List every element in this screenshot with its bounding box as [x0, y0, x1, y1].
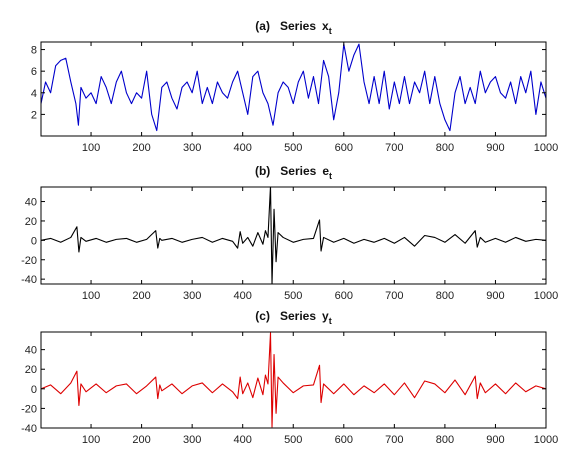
x-tick-label: 1000 [534, 434, 558, 446]
title-subscript: t [329, 316, 332, 326]
x-tick-label: 900 [486, 142, 504, 154]
y-tick-label: -40 [21, 423, 37, 435]
x-tick-label: 1000 [534, 142, 558, 154]
x-tick-label: 300 [183, 290, 201, 302]
x-tick-label: 800 [436, 290, 454, 302]
x-tick-label: 200 [132, 290, 150, 302]
title-var: x [322, 19, 329, 33]
x-tick-label: 500 [284, 290, 302, 302]
axes-box [40, 331, 547, 429]
axes-box [40, 186, 547, 285]
x-tick-label: 400 [234, 142, 252, 154]
y-tick-label: -20 [21, 255, 37, 267]
title-text: Series [280, 19, 316, 33]
x-tick-label: 200 [132, 142, 150, 154]
x-tick-label: 500 [284, 434, 302, 446]
x-tick-label: 800 [436, 434, 454, 446]
title-var: e [322, 164, 329, 178]
x-tick-label: 200 [132, 434, 150, 446]
series-line-a [41, 43, 546, 132]
x-tick-label: 100 [82, 142, 100, 154]
x-tick-label: 600 [335, 434, 353, 446]
x-tick-label: 700 [385, 434, 403, 446]
x-tick-label: 900 [486, 434, 504, 446]
y-tick-label: -20 [21, 403, 37, 415]
title-prefix: (b) [255, 164, 270, 178]
y-tick-label: 6 [31, 66, 37, 78]
x-tick-label: 600 [335, 142, 353, 154]
x-tick-label: 900 [486, 290, 504, 302]
x-tick-label: 800 [436, 142, 454, 154]
panel-c-title: (c) Series yt [255, 309, 331, 326]
y-tick-label: 20 [25, 216, 37, 228]
x-tick-label: 300 [183, 142, 201, 154]
title-prefix: (a) [255, 19, 270, 33]
title-prefix: (c) [255, 309, 270, 323]
y-tick-label: 8 [31, 45, 37, 57]
y-tick-label: 2 [31, 109, 37, 121]
y-tick-label: 0 [31, 384, 37, 396]
y-tick-label: 20 [25, 364, 37, 376]
x-tick-label: 400 [234, 290, 252, 302]
y-tick-label: 0 [31, 235, 37, 247]
x-tick-label: 100 [82, 290, 100, 302]
panel-b-title: (b) Series et [255, 164, 332, 181]
title-text: Series [280, 164, 316, 178]
title-text: Series [280, 309, 316, 323]
y-tick-label: 40 [25, 345, 37, 357]
title-subscript: t [329, 171, 332, 181]
y-tick-label: 40 [25, 197, 37, 209]
x-tick-label: 300 [183, 434, 201, 446]
x-tick-label: 700 [385, 290, 403, 302]
x-tick-label: 1000 [534, 290, 558, 302]
y-tick-label: -40 [21, 274, 37, 286]
series-line-b [41, 187, 546, 284]
x-tick-label: 600 [335, 290, 353, 302]
panel-a: (a) Series xt 100 200 300 400 500 600 700 800 900 10… [31, 19, 558, 154]
series-line-c [41, 332, 546, 428]
panel-a-title: (a) Series xt [255, 19, 331, 36]
x-tick-label: 500 [284, 142, 302, 154]
title-subscript: t [329, 26, 332, 36]
title-var: y [322, 309, 329, 323]
x-tick-label: 400 [234, 434, 252, 446]
y-tick-label: 4 [31, 88, 37, 100]
x-tick-label: 700 [385, 142, 403, 154]
x-tick-label: 100 [82, 434, 100, 446]
